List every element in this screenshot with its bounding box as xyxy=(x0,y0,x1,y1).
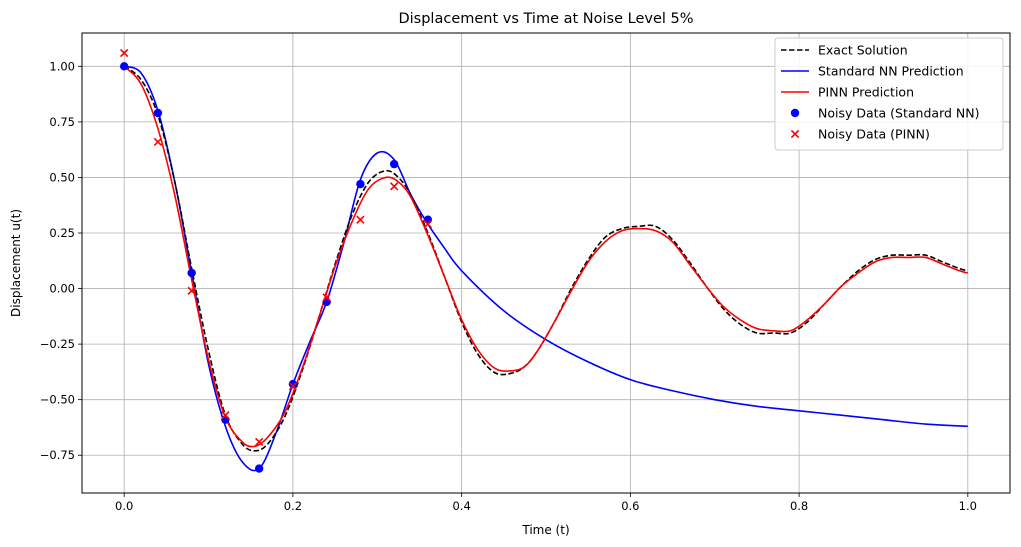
y-tick-label: 0.25 xyxy=(49,226,75,240)
y-tick-label: −0.25 xyxy=(40,337,75,351)
noisy-data-standard-nn-point xyxy=(153,108,163,118)
y-axis-label: Displacement u(t) xyxy=(9,209,23,317)
legend-swatch-noisy-data-standard-nn xyxy=(790,108,800,118)
x-tick-label: 0.6 xyxy=(621,499,639,513)
x-marker-stroke xyxy=(120,48,129,58)
x-tick-label: 1.0 xyxy=(959,499,977,513)
noisy-data-standard-nn-point xyxy=(288,379,298,389)
noisy-data-standard-nn-point xyxy=(389,159,399,169)
noisy-data-standard-nn-point xyxy=(356,179,365,189)
noisy-data-pinn-point xyxy=(356,215,365,224)
x-marker-stroke xyxy=(221,411,230,420)
legend-label-standard-nn-prediction: Standard NN Prediction xyxy=(818,64,964,79)
x-axis-label: Time (t) xyxy=(521,523,569,537)
y-tick-label: −0.75 xyxy=(40,448,75,462)
series-layer xyxy=(119,48,969,473)
noisy-data-pinn-point xyxy=(153,137,163,147)
noisy-data-standard-nn-point xyxy=(119,62,129,71)
chart-title: Displacement vs Time at Noise Level 5% xyxy=(398,11,693,27)
x-marker-stroke xyxy=(356,215,365,224)
axis-ticks: 0.0 0.2 0.4 0.6 0.8 1.0 1.00 0.75 0.50 0.25 0.00 −0… xyxy=(40,59,977,513)
legend-box xyxy=(774,37,1004,151)
x-marker-stroke xyxy=(389,182,399,191)
noisy-data-standard-nn-point xyxy=(423,215,433,224)
y-tick-label: 1.00 xyxy=(49,59,75,73)
x-marker-stroke xyxy=(790,129,800,139)
y-tick-label: 0.75 xyxy=(49,115,75,129)
noisy-data-pinn-point xyxy=(423,219,433,229)
x-marker-stroke xyxy=(254,437,264,447)
noisy-data-pinn-point xyxy=(389,182,399,191)
noisy-data-pinn-point xyxy=(187,286,196,295)
x-tick-label: 0.8 xyxy=(790,499,808,513)
legend-swatch-noisy-data-pinn xyxy=(790,129,800,139)
x-marker-stroke xyxy=(153,137,163,147)
x-marker-stroke xyxy=(423,219,433,229)
standard-nn-prediction-line xyxy=(123,65,968,472)
noisy-data-standard-nn-point xyxy=(187,268,196,278)
pinn-prediction-line xyxy=(123,65,969,448)
legend-label-pinn-prediction: PINN Prediction xyxy=(818,85,914,100)
noisy-data-pinn-point xyxy=(288,382,298,391)
x-tick-label: 0.2 xyxy=(284,499,302,513)
noisy-data-standard-nn-point xyxy=(221,415,230,424)
noisy-data-standard-nn-point xyxy=(254,464,264,473)
noisy-data-pinn-point xyxy=(322,293,331,302)
x-tick-label: 0.4 xyxy=(452,499,470,513)
x-marker-stroke xyxy=(288,382,298,391)
plot-frame xyxy=(81,32,1011,494)
legend-label-noisy-data-pinn: Noisy Data (PINN) xyxy=(818,127,930,142)
legend-label-exact-solution: Exact Solution xyxy=(818,43,908,58)
y-tick-label: 0.00 xyxy=(49,282,75,296)
x-marker-stroke xyxy=(187,286,196,295)
y-tick-label: −0.50 xyxy=(40,393,75,407)
legend-label-noisy-data-standard-nn: Noisy Data (Standard NN) xyxy=(818,106,979,121)
noisy-data-standard-nn-point xyxy=(322,297,331,307)
y-tick-label: 0.50 xyxy=(49,170,75,184)
legend: Exact Solution Standard NN Prediction PINN… xyxy=(774,37,1004,151)
x-marker-stroke xyxy=(322,293,331,302)
noisy-data-pinn-point xyxy=(120,48,129,58)
x-tick-label: 0.0 xyxy=(115,499,133,513)
noisy-data-pinn-point xyxy=(254,437,264,447)
noisy-data-pinn-point xyxy=(221,411,230,420)
